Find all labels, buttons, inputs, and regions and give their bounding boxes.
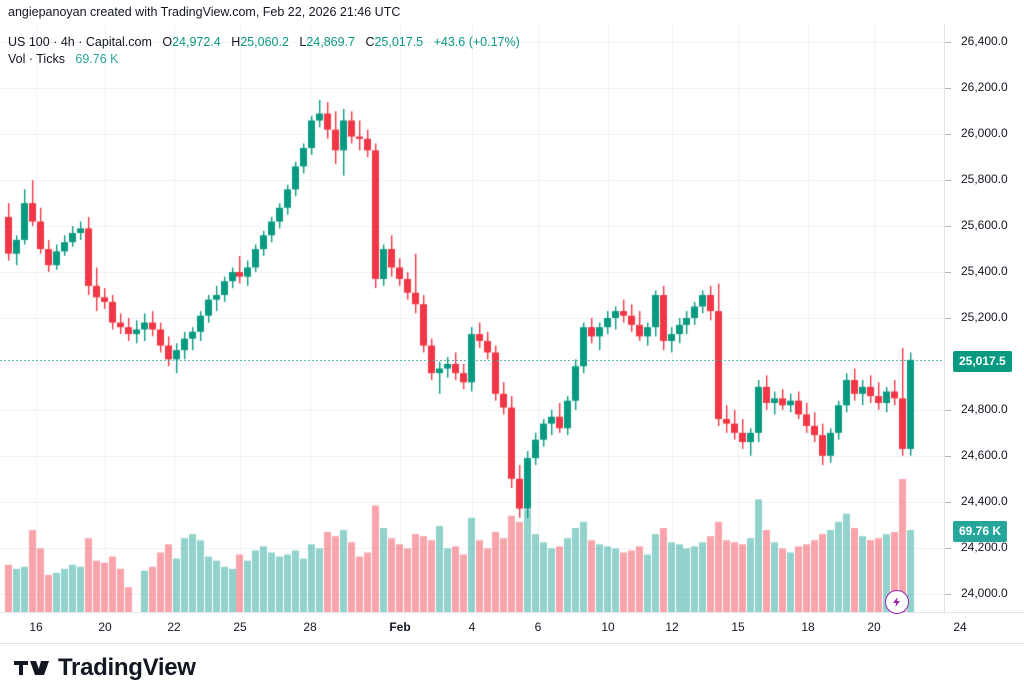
time-axis-label: 10 <box>601 620 615 634</box>
price-tick-label: 24,400.0 <box>961 493 1008 508</box>
time-axis-label: 15 <box>731 620 745 634</box>
time-scale[interactable]: 16 20 22 25 28 Feb 4 6 10 12 15 18 20 24 <box>0 612 1024 644</box>
price-tick-dash <box>945 409 951 411</box>
time-axis-label: 22 <box>167 620 181 634</box>
price-tick-label: 25,800.0 <box>961 172 1008 187</box>
tradingview-wordmark: TradingView <box>58 654 196 681</box>
price-axis-tick: 25,600.0 <box>945 218 1024 232</box>
price-tick-dash <box>945 318 951 319</box>
time-axis-label: 18 <box>801 620 815 634</box>
price-tick-label: 24,000.0 <box>961 585 1008 600</box>
tradingview-mark-icon <box>14 661 49 675</box>
price-axis-tick: 24,400.0 <box>945 494 1024 508</box>
price-axis-tick: 26,400.0 <box>945 34 1024 48</box>
price-tick-dash <box>945 547 951 549</box>
price-tick-dash <box>945 180 951 182</box>
candlestick-series-canvas[interactable] <box>0 24 944 612</box>
footer: TradingView <box>0 648 1024 696</box>
price-tick-dash <box>945 593 951 595</box>
price-tick-label: 25,600.0 <box>961 218 1008 233</box>
price-tick-dash <box>945 134 951 136</box>
price-axis-tick: 25,400.0 <box>945 264 1024 278</box>
price-axis-tick: 24,000.0 <box>945 586 1024 600</box>
price-tick-dash <box>945 455 951 457</box>
attribution-text: angiepanoyan created with TradingView.co… <box>8 5 401 19</box>
price-tick-label: 25,400.0 <box>961 264 1008 279</box>
time-axis-label: Feb <box>389 620 411 634</box>
price-scale[interactable]: 26,400.0 26,200.0 26,000.0 25,800.0 25,600.0… <box>945 24 1024 612</box>
time-axis-label: 16 <box>29 620 43 634</box>
time-axis-label: 20 <box>98 620 112 634</box>
time-scale-top-border <box>0 612 1024 613</box>
time-scale-bottom-border <box>0 643 1024 644</box>
current-volume-badge[interactable]: 69.76 K <box>953 521 1008 542</box>
current-price-line <box>0 360 944 361</box>
price-tick-label: 26,200.0 <box>961 80 1008 95</box>
time-axis-label: 25 <box>233 620 247 634</box>
price-tick-label: 26,400.0 <box>961 34 1008 49</box>
time-axis-label: 24 <box>953 620 967 634</box>
price-axis-tick: 24,600.0 <box>945 448 1024 462</box>
price-axis-tick: 24,800.0 <box>945 402 1024 416</box>
price-tick-dash <box>945 88 951 90</box>
pane-right-border <box>944 24 945 612</box>
price-tick-label: 25,200.0 <box>961 310 1008 324</box>
price-tick-dash <box>945 501 951 503</box>
time-axis-label: 28 <box>303 620 317 634</box>
price-tick-label: 24,800.0 <box>961 401 1008 416</box>
time-axis-label: 20 <box>867 620 881 634</box>
current-price-badge[interactable]: 25,017.5 <box>953 350 1012 372</box>
price-tick-dash <box>945 272 951 274</box>
price-axis-tick: 26,200.0 <box>945 80 1024 94</box>
price-tick-label: 24,600.0 <box>961 447 1008 462</box>
price-tick-label: 26,000.0 <box>961 126 1008 141</box>
price-tick-dash <box>945 42 951 44</box>
time-axis-label: 4 <box>468 620 476 634</box>
tradingview-logo[interactable]: TradingView <box>14 654 196 682</box>
price-tick-dash <box>945 226 951 228</box>
price-axis-tick: 24,200.0 <box>945 540 1024 554</box>
realtime-lightning-badge[interactable] <box>885 590 909 614</box>
time-axis-label: 6 <box>534 620 542 634</box>
price-axis-tick: 26,000.0 <box>945 126 1024 140</box>
price-axis-tick: 25,800.0 <box>945 172 1024 186</box>
price-axis-tick: 25,200.0 <box>945 310 1024 324</box>
price-tick-label: 24,200.0 <box>961 539 1008 554</box>
time-axis-label: 12 <box>665 620 679 634</box>
chart-pane[interactable] <box>0 24 944 612</box>
lightning-bolt-icon <box>893 597 900 607</box>
